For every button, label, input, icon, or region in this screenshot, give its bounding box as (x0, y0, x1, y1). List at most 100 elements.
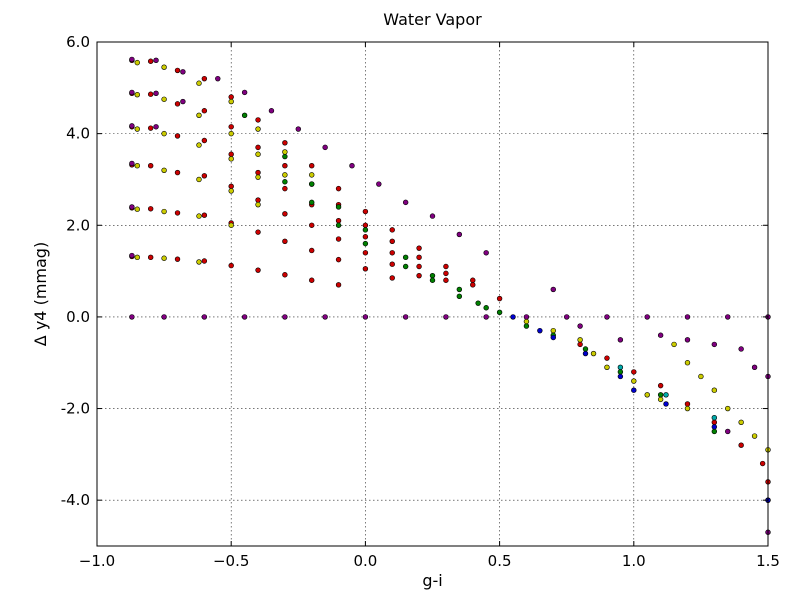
data-point (282, 179, 288, 185)
data-point (631, 369, 637, 375)
data-point (389, 261, 395, 267)
data-point (523, 323, 530, 329)
data-point (255, 229, 261, 235)
data-point (483, 305, 489, 311)
data-point (362, 227, 369, 233)
data-point (255, 151, 261, 157)
data-point (443, 277, 449, 283)
data-point (402, 314, 409, 320)
data-point (282, 272, 288, 278)
data-point (241, 89, 248, 96)
data-point (657, 392, 664, 398)
data-point (228, 151, 234, 157)
data-point (129, 160, 135, 167)
data-point (523, 318, 530, 325)
axis-tick-labels: −1.0 −0.5 0.0 0.5 1.0 1.5 -4.0 -2.0 0.0 2.0 4.0 6.0 (61, 33, 780, 570)
data-point (470, 282, 476, 288)
data-point (738, 442, 744, 448)
data-point (309, 199, 315, 206)
data-point (161, 64, 167, 70)
data-point (631, 387, 637, 393)
data-point (684, 337, 691, 343)
data-point (402, 254, 409, 261)
data-point (215, 75, 221, 82)
data-point (134, 59, 140, 66)
data-point (671, 341, 677, 348)
data-point (282, 314, 288, 320)
data-point (255, 144, 261, 151)
plot-area (97, 42, 768, 546)
data-point (335, 204, 342, 210)
data-point (282, 163, 288, 169)
data-point (711, 341, 718, 348)
data-point (725, 314, 731, 320)
data-point (201, 314, 208, 320)
data-point (523, 314, 530, 320)
data-point (577, 337, 583, 343)
data-point (711, 424, 718, 430)
data-point (255, 169, 261, 176)
y-tick-label: -2.0 (61, 400, 90, 418)
data-point (255, 117, 261, 123)
data-point (483, 314, 489, 320)
data-point (201, 75, 208, 82)
data-points (129, 56, 771, 535)
data-point (161, 208, 167, 215)
data-point (201, 173, 208, 179)
data-point (725, 405, 731, 412)
data-point (389, 238, 395, 245)
data-point (335, 236, 342, 242)
data-point (255, 126, 261, 132)
x-tick-label: −0.5 (213, 552, 249, 570)
data-point (129, 252, 135, 259)
data-point (456, 286, 463, 293)
data-point (282, 172, 288, 178)
data-point (228, 130, 234, 137)
plot-frame (96, 41, 769, 547)
data-point (738, 419, 744, 425)
data-point (134, 91, 140, 98)
data-point (129, 204, 135, 210)
x-tick-label: −1.0 (79, 552, 115, 570)
data-point (698, 373, 704, 380)
data-point (416, 263, 422, 270)
data-point (174, 210, 181, 216)
data-point (429, 272, 436, 279)
series-1 (134, 59, 771, 453)
data-point (443, 314, 449, 320)
data-point (657, 332, 664, 338)
data-point (196, 142, 202, 148)
data-point (663, 392, 669, 398)
data-point (196, 176, 202, 183)
data-point (322, 314, 328, 320)
data-point (282, 211, 288, 217)
data-point (309, 172, 315, 178)
data-point (282, 149, 288, 155)
data-point (738, 346, 744, 352)
chart-title: Water Vapor (383, 10, 482, 29)
data-point (174, 133, 181, 139)
data-point (604, 355, 610, 361)
data-point (563, 314, 570, 320)
data-point (174, 256, 181, 262)
data-point (496, 295, 503, 302)
data-point (577, 323, 583, 329)
data-point (147, 58, 154, 64)
data-point (196, 80, 202, 86)
data-point (362, 266, 369, 272)
data-point (174, 67, 181, 74)
data-point (550, 327, 556, 334)
data-point (389, 275, 395, 281)
data-point (537, 327, 543, 334)
data-point (228, 222, 234, 228)
data-point (255, 201, 261, 208)
data-point (134, 163, 140, 169)
data-point (362, 250, 369, 256)
data-point (295, 126, 301, 132)
data-point (617, 369, 624, 375)
data-point (228, 262, 234, 269)
data-point (416, 245, 422, 251)
data-point (147, 254, 154, 261)
data-point (590, 350, 597, 357)
data-point (470, 277, 476, 283)
